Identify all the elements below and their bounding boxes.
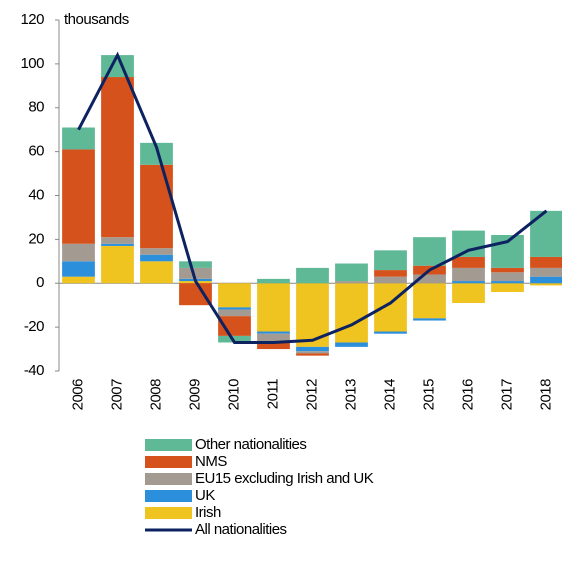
legend-label: All nationalities xyxy=(195,521,287,538)
bar xyxy=(179,267,212,279)
x-tick-label: 2016 xyxy=(459,379,476,411)
bar xyxy=(374,331,407,334)
bar xyxy=(530,210,562,257)
unit-label: thousands xyxy=(64,11,129,28)
y-tick-label: 100 xyxy=(20,55,44,72)
x-tick-label: 2014 xyxy=(381,379,398,411)
bar xyxy=(140,261,173,284)
bar xyxy=(101,77,134,238)
bar xyxy=(452,256,485,268)
bar xyxy=(218,283,251,308)
bar xyxy=(257,283,290,332)
bar xyxy=(491,272,524,282)
bar xyxy=(530,283,562,286)
bar xyxy=(140,248,173,255)
y-tick-label: -40 xyxy=(24,362,44,379)
bar xyxy=(530,276,562,284)
bar xyxy=(491,267,524,273)
bar xyxy=(335,281,368,284)
legend-label: Other nationalities xyxy=(195,436,306,453)
bar xyxy=(335,342,368,347)
bar xyxy=(296,267,329,284)
bar xyxy=(452,281,485,284)
bar xyxy=(218,307,251,310)
bar xyxy=(101,237,134,244)
y-tick-label: 60 xyxy=(28,143,44,160)
bar xyxy=(101,243,134,246)
legend-swatch xyxy=(145,490,192,502)
line xyxy=(77,51,548,344)
x-tick-label: 2018 xyxy=(537,379,554,411)
bar xyxy=(140,254,173,262)
bar xyxy=(140,164,173,249)
bar xyxy=(179,283,212,306)
bar xyxy=(218,335,251,343)
x-tick-label: 2013 xyxy=(342,379,359,411)
x-tick-label: 2012 xyxy=(303,379,320,411)
x-tick-label: 2006 xyxy=(69,379,86,411)
y-tick-label: 0 xyxy=(36,274,44,291)
legend-swatch xyxy=(145,439,192,451)
bar xyxy=(491,281,524,284)
x-tick-label: 2010 xyxy=(225,379,242,411)
bar xyxy=(335,283,368,343)
bar xyxy=(413,237,446,266)
x-tick-label: 2015 xyxy=(420,379,437,411)
bar xyxy=(140,142,173,165)
bar xyxy=(452,230,485,257)
bar xyxy=(62,127,95,150)
bar xyxy=(374,270,407,277)
bar xyxy=(530,267,562,277)
legend-swatch xyxy=(145,473,192,485)
bar xyxy=(257,278,290,284)
x-tick-label: 2017 xyxy=(498,379,515,411)
bar xyxy=(257,342,290,350)
bar xyxy=(374,250,407,271)
x-tick-label: 2011 xyxy=(264,379,281,409)
bar xyxy=(62,276,95,284)
bar xyxy=(335,263,368,282)
bar xyxy=(413,318,446,321)
y-tick-label: 20 xyxy=(28,230,44,247)
legend-label: UK xyxy=(195,487,215,504)
y-tick-label: -20 xyxy=(24,318,44,335)
bar xyxy=(413,274,446,284)
y-tick-label: 120 xyxy=(20,11,44,28)
bar xyxy=(179,261,212,268)
bar xyxy=(257,331,290,334)
legend-label: EU15 excluding Irish and UK xyxy=(195,470,374,487)
bar xyxy=(452,283,485,303)
legend-swatch xyxy=(145,507,192,519)
bar xyxy=(452,267,485,282)
bar xyxy=(62,149,95,244)
legend-swatch xyxy=(145,456,192,468)
x-tick-label: 2009 xyxy=(186,379,203,411)
bar xyxy=(296,353,329,356)
bar xyxy=(374,276,407,284)
bar xyxy=(413,283,446,319)
bar xyxy=(257,333,290,343)
y-tick-label: 40 xyxy=(28,186,44,203)
y-tick-label: 80 xyxy=(28,99,44,116)
bar xyxy=(296,351,329,354)
bar xyxy=(101,245,134,284)
bar xyxy=(491,283,524,293)
bar xyxy=(218,309,251,317)
bar xyxy=(530,256,562,268)
legend-label: Irish xyxy=(195,504,221,521)
bar xyxy=(296,346,329,352)
bar xyxy=(374,283,407,332)
x-tick-label: 2008 xyxy=(147,379,164,411)
bar xyxy=(62,243,95,262)
x-tick-label: 2007 xyxy=(108,379,125,411)
bar xyxy=(62,261,95,277)
legend-label: NMS xyxy=(195,453,227,470)
